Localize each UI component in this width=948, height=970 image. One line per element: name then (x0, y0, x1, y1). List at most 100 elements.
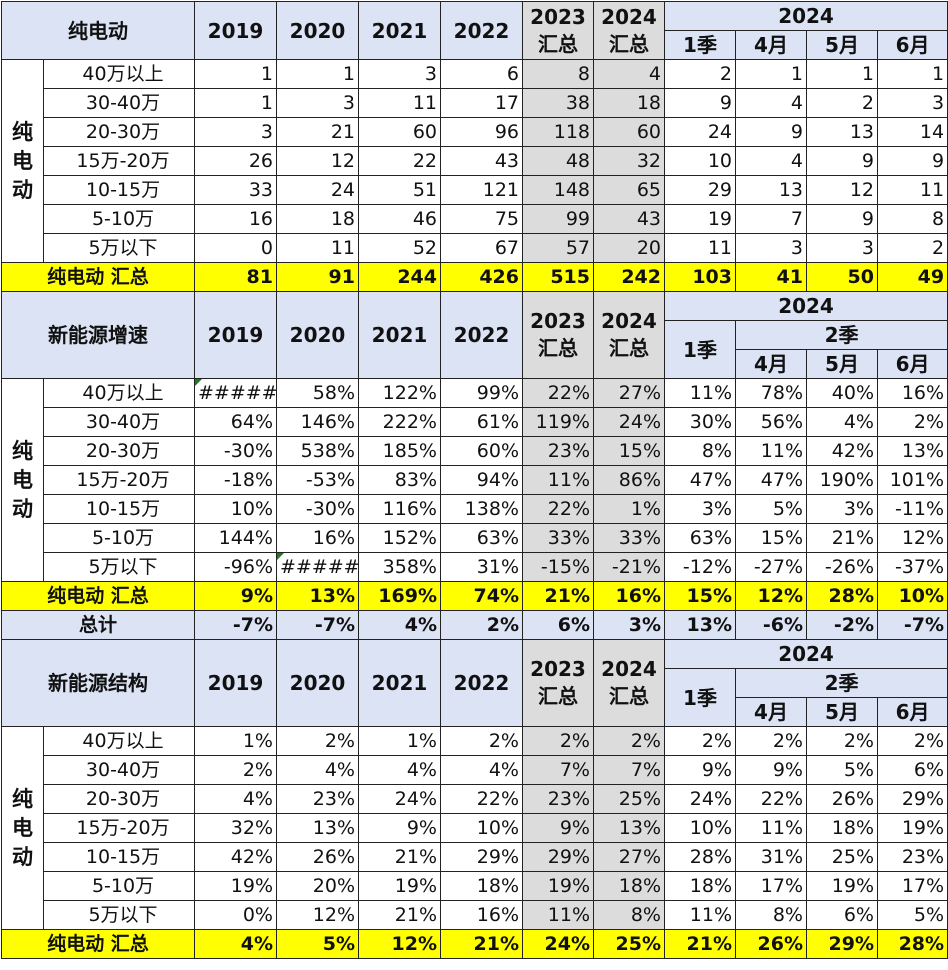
data-cell: 11 (664, 233, 736, 263)
data-cell: 27% (593, 842, 665, 872)
data-cell: 121 (440, 175, 523, 205)
price-segment-label: 15万-20万 (43, 146, 195, 176)
total-cell: 28% (876, 929, 948, 959)
table-row: 纯电动 2019 2020 2021 2022 2023 汇总 2024 汇总 2024 (1, 1, 948, 60)
data-cell: 99% (440, 378, 523, 408)
data-cell: ##### (276, 552, 359, 582)
table-row: 纯电动 汇总 4% 5% 12% 21% 24% 25% 21% 26% 29% 28% (1, 929, 948, 959)
side-char: 电 (12, 815, 33, 840)
total-cell: 50 (806, 262, 878, 292)
quarter-2-header: 2季 (734, 320, 948, 350)
total-cell: 10% (876, 581, 948, 611)
data-cell: 12 (806, 175, 878, 205)
total-label: 总计 (1, 610, 195, 640)
data-cell: -26% (806, 552, 878, 582)
price-segment-label: 5-10万 (43, 871, 195, 901)
data-cell: 13% (276, 813, 359, 843)
year-header: 2019 (194, 291, 277, 379)
year-sum-header: 2023 汇总 (522, 1, 594, 60)
data-cell: 10% (664, 813, 736, 843)
total-cell: -6% (735, 610, 807, 640)
data-cell: 122% (358, 378, 441, 408)
data-cell: 24 (664, 117, 736, 147)
side-char: 纯 (12, 119, 33, 144)
year-header: 2019 (194, 639, 277, 727)
data-cell: 4% (440, 755, 523, 785)
total-cell: 21% (440, 929, 523, 959)
period-header: 5月 (806, 697, 878, 727)
data-cell: 31% (735, 842, 807, 872)
data-cell: 3 (194, 117, 277, 147)
data-cell: 11 (876, 175, 948, 205)
data-cell: 3 (876, 88, 948, 118)
total-cell: 25% (593, 929, 665, 959)
data-cell: 16 (194, 204, 277, 234)
table-row: 1季 4月 5月 6月 (2, 30, 948, 60)
data-cell: 8% (593, 900, 665, 930)
side-char: 纯 (12, 438, 33, 463)
table-row: 5万以下 -96% ##### 358% 31% -15% -21% -12% -27% -26%… (2, 552, 948, 582)
data-cell: 15% (593, 436, 665, 466)
table-row: 5万以下 0 11 52 67 57 20 11 3 3 2 (2, 233, 948, 263)
data-cell: 190% (806, 465, 878, 495)
data-cell: -27% (735, 552, 807, 582)
data-cell: 25% (806, 842, 878, 872)
data-cell: 43 (593, 204, 665, 234)
data-cell: 21% (358, 842, 441, 872)
table-row: 纯电动 汇总 81 91 244 426 515 242 103 41 50 49 (1, 262, 948, 292)
data-cell: 16% (876, 378, 948, 408)
side-label: 纯电动 (1, 378, 44, 582)
data-cell: 1% (358, 726, 441, 756)
total-cell: -7% (276, 610, 359, 640)
period-header: 5月 (806, 30, 878, 60)
data-cell: 17% (735, 871, 807, 901)
table-row: 纯电动 40万以上 1 1 3 6 8 4 2 1 1 1 (1, 59, 948, 263)
error-marker-icon (277, 553, 284, 560)
data-cell: 0 (194, 233, 277, 263)
sum-label: 汇总 (538, 684, 578, 708)
data-cell: -15% (522, 552, 594, 582)
data-cell: 94% (440, 465, 523, 495)
data-cell: -12% (664, 552, 736, 582)
year-label: 2023 (530, 657, 586, 681)
data-cell: 40% (806, 378, 878, 408)
data-cell: 42% (806, 436, 878, 466)
data-cell: 47% (664, 465, 736, 495)
data-cell: 3% (664, 494, 736, 524)
data-cell: ##### (194, 378, 277, 408)
side-char: 纯 (12, 786, 33, 811)
data-cell: 19% (522, 871, 594, 901)
table-row: 30-40万 1 3 11 17 38 18 9 4 2 3 (2, 88, 948, 118)
data-cell: 2% (440, 726, 523, 756)
total-cell: 244 (358, 262, 441, 292)
data-cell: 19 (664, 204, 736, 234)
table-row: 15万-20万 26 12 22 43 48 32 10 4 9 9 (2, 146, 948, 176)
data-cell: 9 (664, 88, 736, 118)
data-cell: 86% (593, 465, 665, 495)
data-cell: 4% (276, 755, 359, 785)
table-row: 总计 -7% -7% 4% 2% 6% 3% 13% -6% -2% -7% (1, 610, 948, 640)
price-segment-label: 5万以下 (43, 900, 195, 930)
side-char: 动 (12, 177, 33, 202)
total-cell: 242 (593, 262, 665, 292)
year-header: 2022 (440, 639, 523, 727)
data-cell: 26 (194, 146, 277, 176)
data-cell: 7% (593, 755, 665, 785)
year-label: 2023 (530, 4, 586, 29)
data-cell: 11% (522, 900, 594, 930)
table-row: 10-15万 10% -30% 116% 138% 22% 1% 3% 5% 3% -11% (2, 494, 948, 524)
year-label: 2024 (601, 309, 657, 333)
year-header: 2019 (194, 1, 277, 60)
data-cell: 101% (876, 465, 948, 495)
period-header: 6月 (876, 30, 948, 60)
data-cell: 9% (664, 755, 736, 785)
price-segment-label: 5-10万 (43, 204, 195, 234)
data-cell: 9 (876, 146, 948, 176)
data-cell: 18% (664, 871, 736, 901)
year-sum-header: 2023 汇总 (522, 639, 594, 727)
data-cell: 2 (876, 233, 948, 263)
data-cell: 12 (276, 146, 359, 176)
data-cell: 1 (876, 59, 948, 89)
data-cell: 24% (664, 784, 736, 814)
